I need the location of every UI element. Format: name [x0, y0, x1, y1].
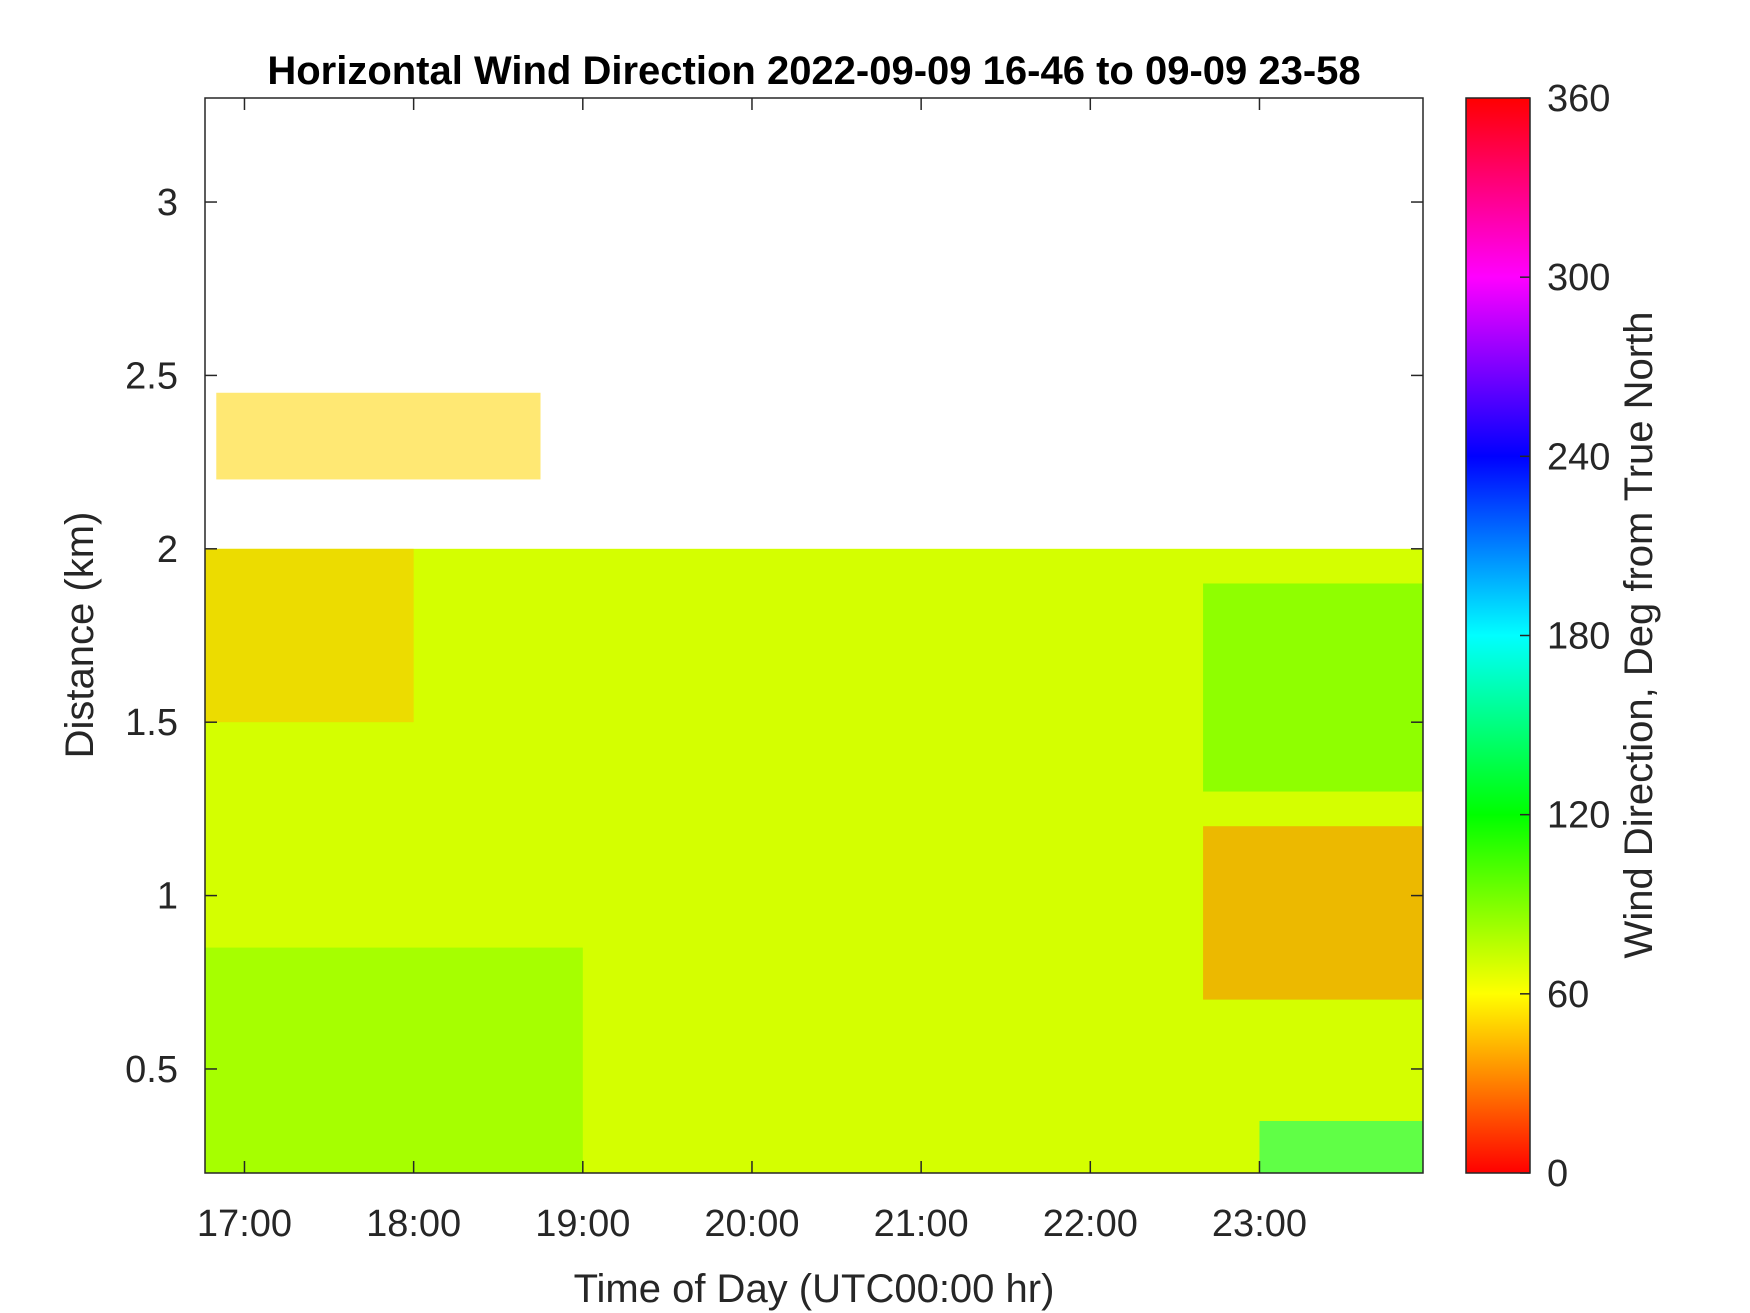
- y-tick-label: 3: [157, 182, 178, 224]
- heatmap-region: [205, 947, 583, 1173]
- y-tick-label: 2: [157, 529, 178, 571]
- x-tick-label: 23:00: [1212, 1203, 1307, 1245]
- y-axis: 0.5 1 1.5 2 2.5 3: [125, 182, 1423, 1091]
- y-tick-label: 2.5: [125, 355, 178, 397]
- plot-frame: [204, 97, 1424, 1174]
- x-tick-label: 21:00: [874, 1203, 969, 1245]
- colorbar-tick-label: 180: [1547, 616, 1610, 658]
- colorbar-tick-label: 0: [1547, 1153, 1568, 1195]
- colorbar-axis: 0 60 120 180 240 300 360: [1520, 78, 1610, 1195]
- chart-title: Horizontal Wind Direction 2022-09-09 16-…: [267, 49, 1360, 93]
- heatmap-region: [1203, 826, 1423, 1000]
- colorbar: [1465, 97, 1531, 1174]
- colorbar-label: Wind Direction, Deg from True North: [1617, 312, 1661, 959]
- colorbar-tick-label: 60: [1547, 974, 1589, 1016]
- x-axis: 17:00 18:00 19:00 20:00 21:00 22:00 23:00: [197, 98, 1307, 1245]
- y-tick-label: 1.5: [125, 702, 178, 744]
- y-tick-label: 0.5: [125, 1049, 178, 1091]
- x-tick-label: 17:00: [197, 1203, 292, 1245]
- x-tick-label: 19:00: [535, 1203, 630, 1245]
- x-tick-label: 20:00: [704, 1203, 799, 1245]
- heatmap-region: [1259, 1120, 1423, 1173]
- heatmap-region: [205, 548, 414, 723]
- colorbar-tick-label: 300: [1547, 257, 1610, 299]
- x-tick-label: 22:00: [1043, 1203, 1138, 1245]
- colorbar-tick-label: 240: [1547, 436, 1610, 478]
- x-tick-label: 18:00: [366, 1203, 461, 1245]
- colorbar-tick-label: 120: [1547, 795, 1610, 837]
- heatmap-region: [216, 392, 541, 480]
- y-tick-label: 1: [157, 876, 178, 918]
- colorbar-tick-label: 360: [1547, 78, 1610, 120]
- y-axis-label: Distance (km): [58, 512, 102, 759]
- heatmap-region: [1203, 583, 1423, 792]
- x-axis-label: Time of Day (UTC00:00 hr): [574, 1267, 1055, 1311]
- heatmap-cells: [205, 392, 1423, 1173]
